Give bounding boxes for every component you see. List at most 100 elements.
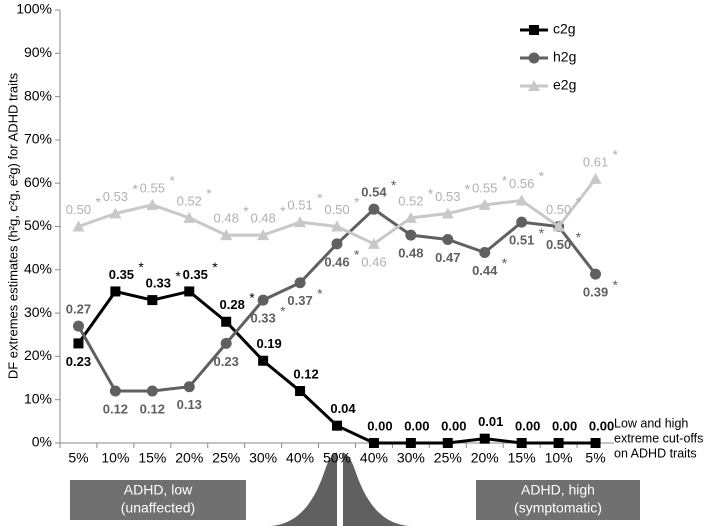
marker [590,268,602,280]
x-tick-label: 25% [434,450,462,466]
significance: * [576,229,582,245]
value-label: 0.54 [361,185,387,200]
marker [220,229,233,241]
significance: * [354,247,360,263]
value-label: 0.12 [103,401,128,416]
x-tick-label: 40% [286,450,314,466]
marker [332,420,342,431]
low-box [70,480,246,520]
value-label: 0.33 [146,276,171,291]
y-tick-label: 50% [24,217,52,233]
value-label: 0.28 [220,297,245,312]
marker [478,198,491,210]
marker [405,438,416,448]
marker [184,286,195,297]
marker [109,385,121,397]
y-tick-label: 90% [24,44,52,60]
marker [442,438,453,448]
value-label: 0.48 [250,211,275,226]
marker [442,233,454,245]
significance: * [576,194,582,210]
y-tick-label: 0% [32,434,52,450]
significance: * [613,147,619,163]
marker [552,220,565,232]
value-label: 0.23 [66,354,91,369]
y-tick-label: 30% [24,304,52,320]
high-box-text: ADHD, high [521,482,595,498]
value-label: 0.47 [435,250,460,265]
legend-marker [529,25,539,35]
value-label: 0.46 [361,254,386,269]
marker [257,294,269,306]
value-label: 0.00 [441,418,466,433]
y-tick-label: 80% [24,87,52,103]
value-label: 0.50 [546,202,571,217]
marker [294,277,306,289]
marker [589,172,602,184]
value-label: 0.23 [214,354,239,369]
marker [110,286,121,297]
legend-label: e2g [553,77,576,93]
significance: * [428,186,434,202]
significance: * [354,194,360,210]
value-label: 0.52 [177,193,202,208]
marker [220,337,232,349]
marker [368,203,380,215]
marker [367,237,380,249]
marker [294,216,307,228]
value-label: 0.51 [287,198,312,213]
significance: * [502,173,508,189]
x-tick-label: 25% [212,450,240,466]
value-label: 0.01 [478,414,503,429]
legend-marker [528,52,540,64]
value-label: 0.61 [583,154,608,169]
y-axis-label: DF extremes estimates (h²g, c²g, e²g) fo… [5,72,20,379]
value-label: 0.12 [140,401,165,416]
x-tick-label: 15% [508,450,536,466]
significance: * [175,268,181,284]
x-tick-label: 30% [249,450,277,466]
marker [72,320,84,332]
marker [146,198,159,210]
marker [516,216,528,228]
x-tick-label: 10% [545,450,573,466]
value-label: 0.00 [552,418,577,433]
x-tick-label: 15% [138,450,166,466]
marker [183,211,196,223]
value-label: 0.27 [66,302,91,317]
value-label: 0.35 [109,267,134,282]
marker [516,438,527,448]
value-label: 0.55 [140,180,165,195]
value-label: 0.44 [472,263,498,278]
significance: * [502,255,508,271]
value-label: 0.00 [404,418,429,433]
value-label: 0.19 [256,336,281,351]
value-label: 0.50 [546,237,571,252]
marker [479,246,491,258]
marker [147,295,158,306]
significance: * [206,186,212,202]
value-label: 0.55 [472,180,497,195]
x-tick-label: 40% [360,450,388,466]
significance: * [132,181,138,197]
value-label: 0.53 [103,189,128,204]
significance: * [317,190,323,206]
marker [404,211,417,223]
marker [441,207,454,219]
value-label: 0.35 [183,267,208,282]
marker [183,381,195,393]
marker [73,338,84,349]
marker [258,355,269,366]
value-label: 0.00 [367,418,392,433]
y-tick-label: 60% [24,174,52,190]
legend-label: c2g [553,21,576,37]
value-label: 0.51 [509,233,534,248]
significance: * [280,303,286,319]
legend-marker [528,80,540,91]
value-label: 0.39 [583,285,608,300]
high-box [476,480,640,520]
value-label: 0.04 [330,401,356,416]
significance: * [539,225,545,241]
significance: * [138,259,144,275]
